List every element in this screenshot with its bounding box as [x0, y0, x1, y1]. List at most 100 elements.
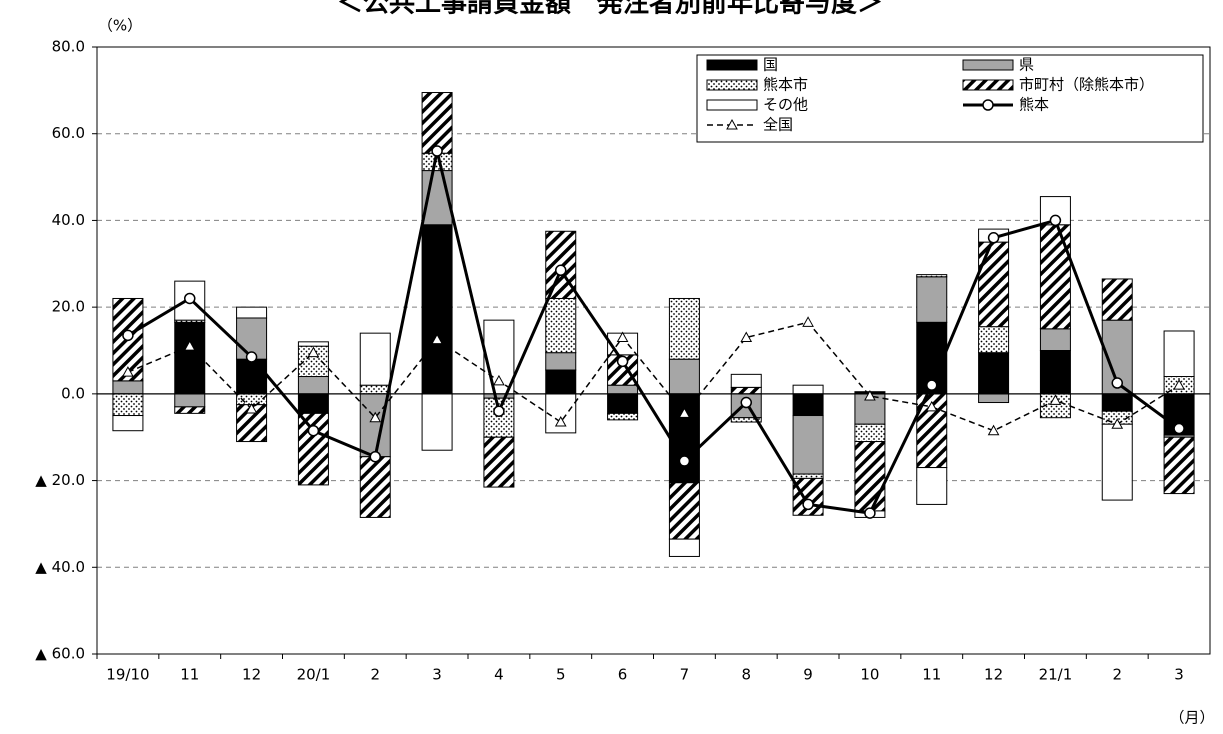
bar-segment — [297, 412, 329, 486]
legend-swatch — [962, 79, 1014, 91]
bar-segment — [112, 380, 144, 395]
x-tick-label: 5 — [556, 666, 566, 684]
bar-segment — [174, 406, 206, 414]
legend-label: 全国 — [763, 116, 793, 134]
bar-segment — [730, 386, 762, 395]
bar-segment — [236, 306, 268, 319]
x-tick-label: 11 — [180, 666, 199, 684]
marker — [245, 403, 258, 414]
bar-segment — [978, 241, 1010, 328]
marker — [184, 292, 196, 305]
legend-label: 熊本市 — [763, 76, 808, 94]
marker — [1111, 377, 1123, 389]
bar-segment — [112, 415, 144, 432]
bar-segment — [916, 467, 948, 505]
x-tick-label: 9 — [803, 666, 813, 684]
chart-title: ＜公共工事請負金額 発注者別前年比寄与度＞ — [337, 0, 883, 19]
bar-segment — [854, 441, 886, 512]
bar-segment — [545, 369, 577, 395]
marker — [431, 145, 443, 157]
bar-segment — [421, 92, 453, 154]
x-tick-label: 12 — [242, 666, 261, 684]
bar-segment — [792, 384, 824, 395]
bar-segment — [483, 393, 515, 399]
marker — [369, 411, 382, 423]
x-tick-label: 3 — [1174, 666, 1184, 684]
x-unit: （月） — [1169, 709, 1214, 727]
bar-segment — [1101, 393, 1133, 412]
bar-segment — [792, 473, 824, 479]
bar-segment — [792, 415, 824, 475]
marker — [678, 455, 691, 467]
bar-segment — [854, 393, 886, 425]
legend-label: 県 — [1019, 56, 1034, 74]
bar-segment — [1039, 224, 1071, 330]
marker — [307, 346, 320, 358]
marker — [616, 331, 629, 342]
y-tick-label: ▲ 20.0 — [35, 471, 85, 489]
legend-swatch — [962, 59, 1014, 71]
bar-segment — [545, 393, 577, 434]
marker — [726, 118, 738, 130]
bar-segment — [297, 341, 329, 347]
bar-segment — [359, 456, 391, 518]
marker — [864, 507, 876, 519]
bar-segment — [297, 376, 329, 395]
marker — [926, 379, 938, 391]
bar-segment — [1163, 330, 1195, 378]
bar-segment — [1163, 436, 1195, 495]
bar-segment — [421, 393, 453, 451]
bar-segment — [359, 393, 391, 458]
x-tick-label: 4 — [494, 666, 504, 684]
marker — [493, 374, 505, 386]
marker — [740, 396, 752, 409]
bar-segment — [1101, 423, 1133, 501]
y-tick-label: 60.0 — [52, 124, 85, 142]
bar-segment — [236, 358, 268, 395]
bar-segment — [978, 393, 1010, 404]
x-tick-label: 6 — [618, 666, 628, 684]
marker — [369, 450, 381, 463]
legend-swatch — [706, 79, 758, 91]
marker — [678, 407, 691, 418]
y-unit: （%） — [98, 17, 142, 35]
legend-label: その他 — [763, 96, 808, 114]
bar-segment — [1039, 350, 1071, 395]
y-tick-label: 20.0 — [52, 298, 85, 316]
bar-segment — [483, 436, 515, 488]
x-tick-label: 2 — [370, 666, 380, 684]
marker — [982, 99, 994, 111]
bar-segment — [174, 393, 206, 408]
bar-segment — [730, 373, 762, 388]
marker — [802, 498, 814, 511]
marker — [987, 232, 1000, 244]
bar-segment — [112, 393, 144, 417]
y-tick-label: 0.0 — [61, 384, 85, 402]
x-tick-label: 19/10 — [106, 666, 149, 684]
marker — [1111, 418, 1124, 429]
bar-segment — [483, 397, 515, 438]
y-tick-label: 40.0 — [52, 211, 85, 229]
legend-swatch — [706, 99, 758, 111]
marker — [307, 424, 320, 437]
bar-segment — [668, 538, 700, 557]
bar-segment — [730, 417, 762, 423]
y-tick-label: ▲ 60.0 — [35, 645, 85, 663]
x-tick-label: 10 — [860, 666, 879, 684]
legend-label: 熊本 — [1019, 96, 1049, 114]
y-tick-label: ▲ 40.0 — [35, 558, 85, 576]
bar-segment — [545, 297, 577, 354]
line — [127, 150, 1180, 515]
marker — [493, 405, 505, 417]
marker — [1049, 394, 1062, 405]
bar-segment — [297, 393, 329, 414]
marker — [802, 316, 814, 327]
legend-label: 市町村（除熊本市） — [1019, 76, 1154, 94]
marker — [245, 351, 258, 363]
marker — [616, 355, 629, 368]
bar-segment — [668, 482, 700, 540]
bar-segment — [1101, 278, 1133, 321]
marker — [864, 389, 876, 401]
